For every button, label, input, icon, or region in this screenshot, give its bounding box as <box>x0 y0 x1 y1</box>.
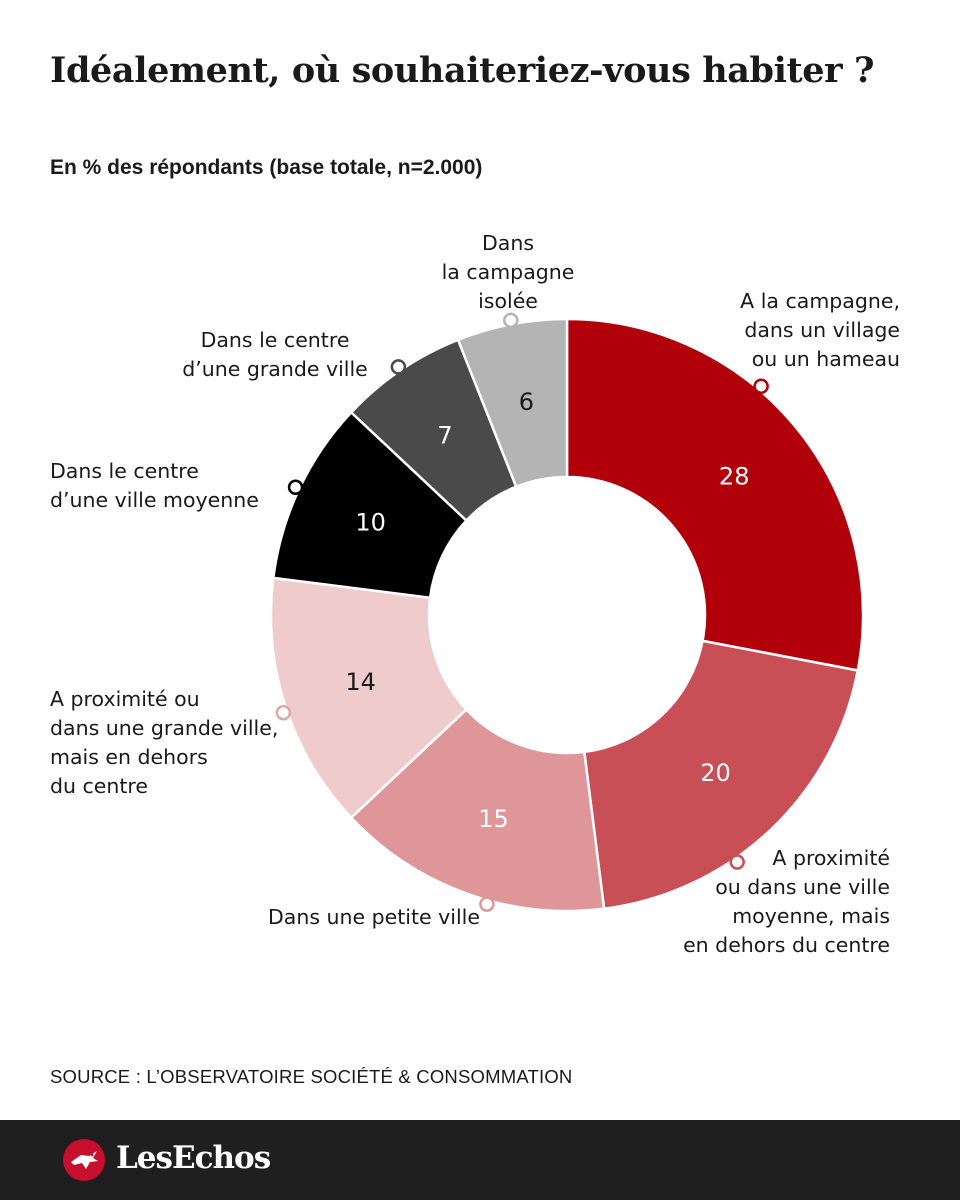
data-label-campagne-village: 28 <box>719 463 750 491</box>
data-label-centre-grande-ville: 7 <box>437 422 452 450</box>
leader-dot-campagne-village <box>753 378 769 395</box>
donut-slice-campagne-village <box>565 317 865 672</box>
leader-dot-centre-ville-moyenne <box>287 479 304 496</box>
data-label-ville-moyenne-hors-centre: 20 <box>700 759 731 787</box>
leader-dot-grande-ville-hors-centre <box>275 704 292 721</box>
label-centre-ville-moyenne: Dans le centre d’une ville moyenne <box>50 459 259 512</box>
chart-title: Idéalement, où souhaiteriez-vous habiter… <box>50 50 875 91</box>
leader-dot-petite-ville <box>479 896 495 912</box>
brand-name: LesEchos <box>116 1140 271 1176</box>
data-label-petite-ville: 15 <box>478 805 509 833</box>
leader-dot-campagne-isolee <box>503 312 519 329</box>
chart-subtitle: En % des répondants (base totale, n=2.00… <box>50 156 483 179</box>
label-grande-ville-hors-centre: A proximité ou dans une grande ville, ma… <box>50 687 279 798</box>
label-centre-grande-ville: Dans le centre d’une grande ville <box>182 328 368 381</box>
leader-dot-ville-moyenne-hors-centre <box>729 854 745 870</box>
donut-chart: 28 20 15 14 10 7 6 <box>269 312 865 913</box>
label-campagne-isolee: Dans la campagne isolée <box>441 231 575 313</box>
leader-dot-centre-grande-ville <box>390 359 407 375</box>
label-petite-ville: Dans une petite ville <box>267 905 480 929</box>
data-label-centre-ville-moyenne: 10 <box>355 509 386 537</box>
donut-slice-ville-moyenne-hors-centre <box>582 639 860 911</box>
donut-slice-campagne-isolee <box>456 317 569 489</box>
source-note: SOURCE : L’OBSERVATOIRE SOCIÉTÉ & CONSOM… <box>50 1066 573 1087</box>
label-campagne-village: A la campagne, dans un village ou un ham… <box>740 289 900 371</box>
label-ville-moyenne-hors-centre: A proximité ou dans une ville moyenne, m… <box>683 846 890 957</box>
donut-slice-grande-ville-hors-centre <box>269 576 469 820</box>
les-echos-logo-icon <box>63 1139 105 1181</box>
footer-bar: LesEchos <box>0 1120 960 1200</box>
data-label-grande-ville-hors-centre: 14 <box>345 668 376 696</box>
data-label-campagne-isolee: 6 <box>519 388 534 416</box>
